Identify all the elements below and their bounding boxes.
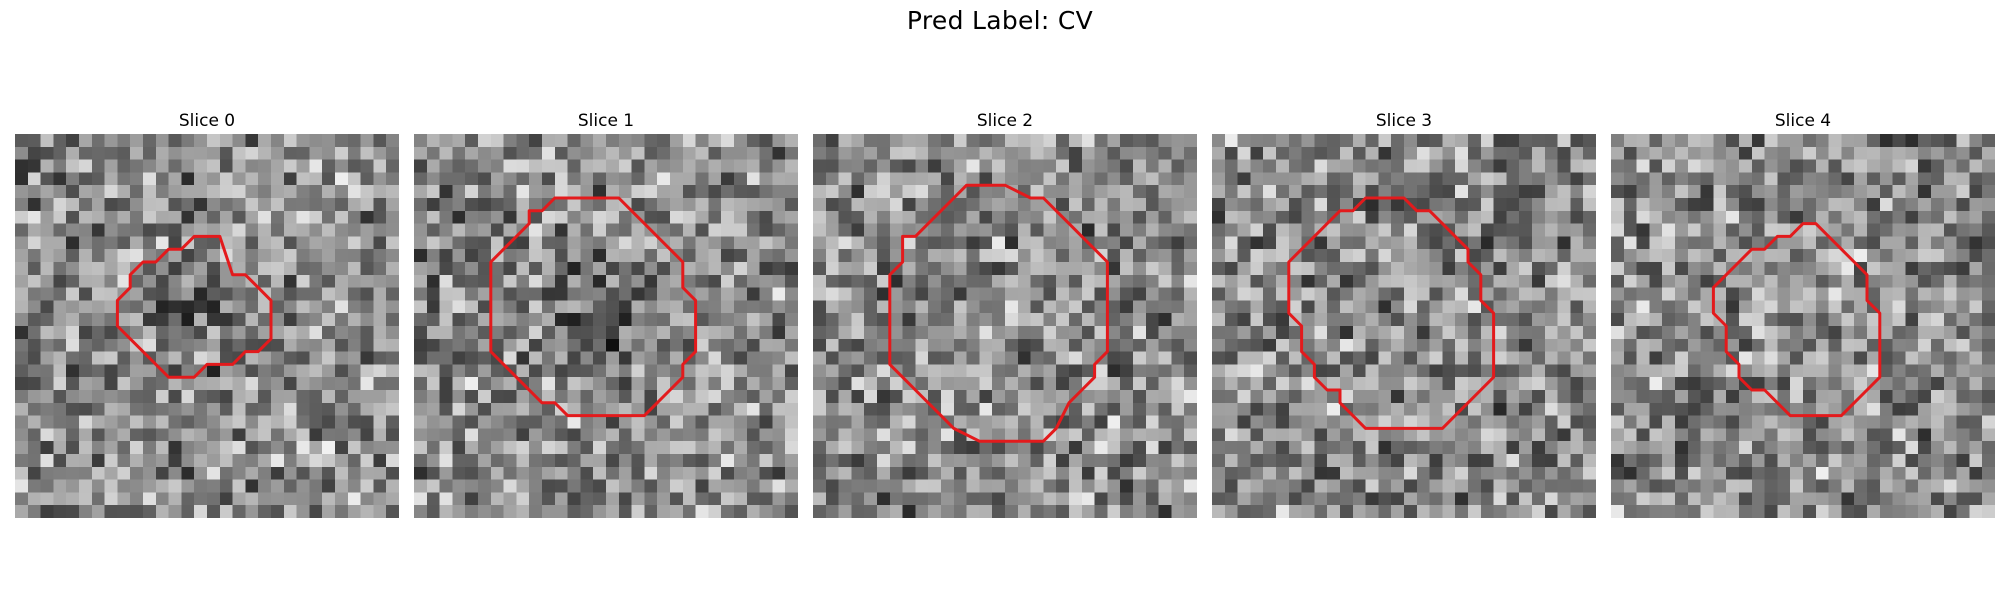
- slice-image: [414, 134, 798, 518]
- figure-title: Pred Label: CV: [906, 6, 1094, 35]
- roi-contour: [115, 234, 273, 379]
- slice-image: [15, 134, 399, 518]
- slice-image: [813, 134, 1197, 518]
- slice-title: Slice 2: [976, 111, 1034, 131]
- slice-title: Slice 4: [1774, 111, 1832, 131]
- roi-contour: [1287, 196, 1496, 430]
- slice-panel: Slice 4: [1611, 108, 1995, 518]
- roi-contour: [489, 196, 698, 418]
- slice-panel: Slice 1: [414, 108, 798, 518]
- slice-panel: Slice 2: [813, 108, 1197, 518]
- slice-panel: Slice 3: [1212, 108, 1596, 518]
- slice-title: Slice 0: [178, 111, 236, 131]
- slice-panel: Slice 0: [15, 108, 399, 518]
- slice-title: Slice 1: [577, 111, 635, 131]
- roi-contour: [1711, 222, 1882, 418]
- slice-image: [1212, 134, 1596, 518]
- slice-title: Slice 3: [1375, 111, 1433, 131]
- slice-image: [1611, 134, 1995, 518]
- roi-contour: [888, 183, 1109, 443]
